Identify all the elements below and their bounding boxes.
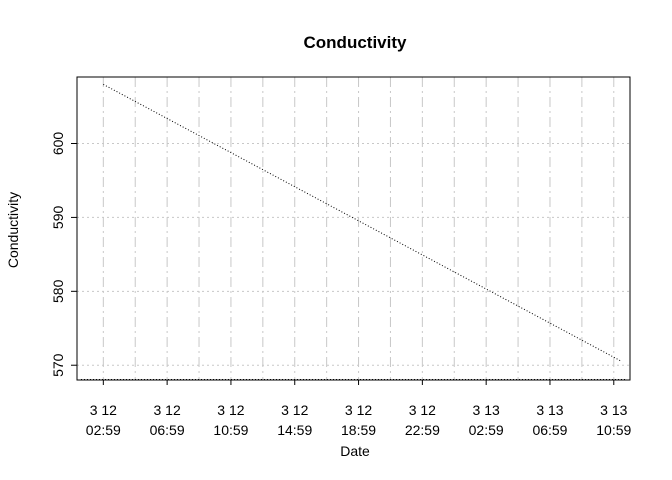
y-tick-label: 570	[50, 353, 66, 377]
x-tick-label: 3 12 06:59	[150, 402, 185, 438]
y-axis-label: Conductivity	[5, 192, 21, 268]
grid-lines	[77, 77, 630, 380]
y-tick-label: 580	[50, 279, 66, 303]
x-tick-label: 3 12 14:59	[277, 402, 312, 438]
chart-title: Conductivity	[304, 33, 407, 52]
y-tick-label: 600	[50, 132, 66, 156]
x-tick-label: 3 12 10:59	[213, 402, 248, 438]
x-tick-label: 3 13 02:59	[469, 402, 504, 438]
y-tick-label: 590	[50, 206, 66, 230]
x-tick-label: 3 13 06:59	[532, 402, 567, 438]
x-tick-label: 3 12 02:59	[86, 402, 121, 438]
series-layer	[103, 83, 623, 362]
x-tick-label: 3 12 18:59	[341, 402, 376, 438]
x-tick-label: 3 13 10:59	[596, 402, 631, 438]
x-tick-label: 3 12 22:59	[405, 402, 440, 438]
series-line	[103, 83, 623, 362]
axes: 3 12 02:59 3 12 06:59 3 12 10:59 3 12 14:59 3 12…	[50, 132, 632, 438]
plot-frame	[76, 76, 631, 381]
x-axis-label: Date	[340, 443, 370, 459]
